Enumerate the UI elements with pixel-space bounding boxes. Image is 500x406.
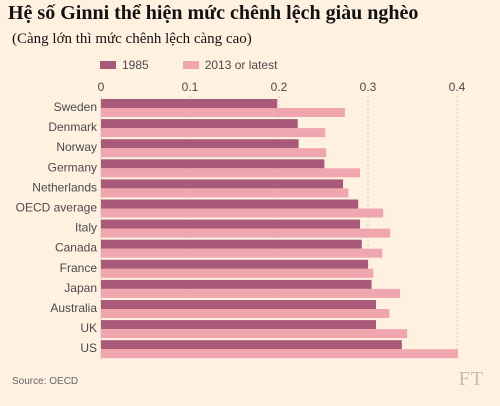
category-label: Germany <box>48 160 97 174</box>
bar-latest <box>101 288 401 298</box>
bar-1985 <box>101 340 402 350</box>
legend: 1985 2013 or latest <box>100 58 311 72</box>
bar-latest <box>101 228 391 238</box>
chart-subtitle: (Càng lớn thì mức chênh lệch càng cao) <box>12 31 252 47</box>
bar-latest <box>101 108 345 117</box>
category-label: Japan <box>64 281 97 295</box>
category-label: Sweden <box>54 100 97 114</box>
category-label: Italy <box>75 221 97 235</box>
bar-latest <box>101 128 326 138</box>
bar-latest <box>101 148 327 158</box>
bar-1985 <box>101 320 377 330</box>
bar-latest <box>101 329 408 339</box>
bar-1985 <box>101 300 377 309</box>
bar-latest <box>101 268 374 278</box>
category-label: Australia <box>50 301 97 315</box>
legend-item-1985: 1985 <box>100 58 149 72</box>
legend-swatch-1985 <box>100 61 116 69</box>
bar-1985 <box>101 179 344 189</box>
x-tick-label: 0.4 <box>449 80 466 94</box>
source-note: Source: OECD <box>12 376 79 387</box>
bar-1985 <box>101 199 359 209</box>
legend-swatch-latest <box>182 61 199 69</box>
category-label: Canada <box>55 241 97 255</box>
bar-latest <box>101 188 349 198</box>
x-tick-label: 0 <box>98 80 105 94</box>
category-label: Netherlands <box>32 180 97 194</box>
bar-1985 <box>101 119 298 129</box>
legend-label-1985: 1985 <box>122 58 149 72</box>
category-label: OECD average <box>16 201 98 215</box>
bar-1985 <box>101 279 372 289</box>
legend-label-latest: 2013 or latest <box>204 58 278 72</box>
bar-latest <box>101 248 383 258</box>
bar-1985 <box>101 219 360 229</box>
bar-latest <box>101 168 360 178</box>
x-tick-label: 0.3 <box>360 80 377 94</box>
chart-title: Hệ số Ginni thể hiện mức chênh lệch giàu… <box>8 2 419 24</box>
bar-1985 <box>101 259 368 269</box>
legend-item-latest: 2013 or latest <box>182 58 278 72</box>
ft-logo: FT <box>458 368 484 390</box>
x-tick-label: 0.2 <box>271 80 288 94</box>
category-label: Norway <box>56 140 97 154</box>
bar-1985 <box>101 139 299 149</box>
category-label: France <box>60 261 98 275</box>
category-label: Denmark <box>48 120 98 134</box>
bar-latest <box>101 309 390 318</box>
x-tick-label: 0.1 <box>182 80 199 94</box>
bar-1985 <box>101 99 278 108</box>
bar-latest <box>101 349 458 359</box>
bar-1985 <box>101 159 325 169</box>
bar-1985 <box>101 239 362 249</box>
category-label: UK <box>80 321 97 335</box>
category-label: US <box>80 341 97 355</box>
bar-latest <box>101 208 384 218</box>
